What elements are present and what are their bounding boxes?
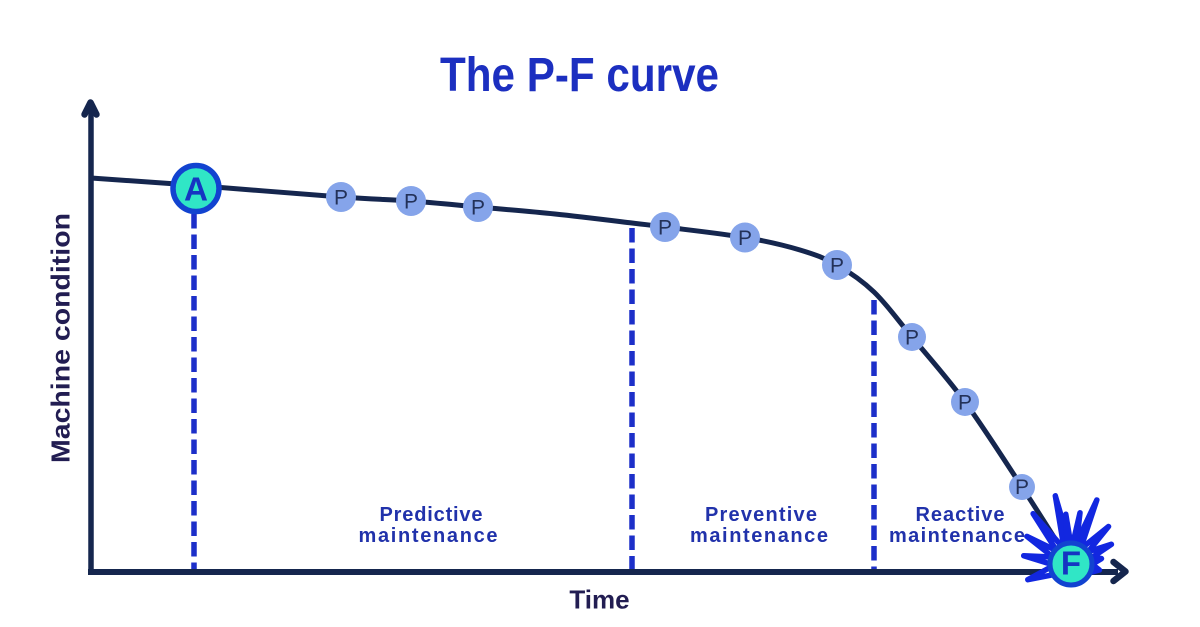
svg-text:P: P — [334, 187, 348, 210]
svg-text:P: P — [958, 392, 972, 415]
svg-text:Preventive: Preventive — [705, 504, 817, 526]
svg-text:Predictive: Predictive — [380, 504, 483, 526]
svg-text:Reactive: Reactive — [916, 504, 1005, 526]
svg-text:maintenance: maintenance — [690, 525, 828, 547]
svg-text:P: P — [830, 255, 844, 278]
svg-text:The P-F curve: The P-F curve — [440, 49, 719, 102]
svg-text:F: F — [1061, 545, 1081, 582]
svg-text:Time: Time — [569, 585, 629, 615]
svg-text:maintenance: maintenance — [359, 525, 498, 547]
svg-text:Machine condition: Machine condition — [46, 213, 76, 463]
svg-text:maintenance: maintenance — [889, 525, 1025, 547]
svg-text:P: P — [905, 327, 919, 350]
svg-text:P: P — [471, 197, 485, 220]
svg-text:P: P — [738, 227, 752, 250]
svg-text:P: P — [404, 191, 418, 214]
svg-text:P: P — [1015, 476, 1029, 499]
svg-text:A: A — [184, 171, 208, 208]
svg-text:P: P — [658, 217, 672, 240]
